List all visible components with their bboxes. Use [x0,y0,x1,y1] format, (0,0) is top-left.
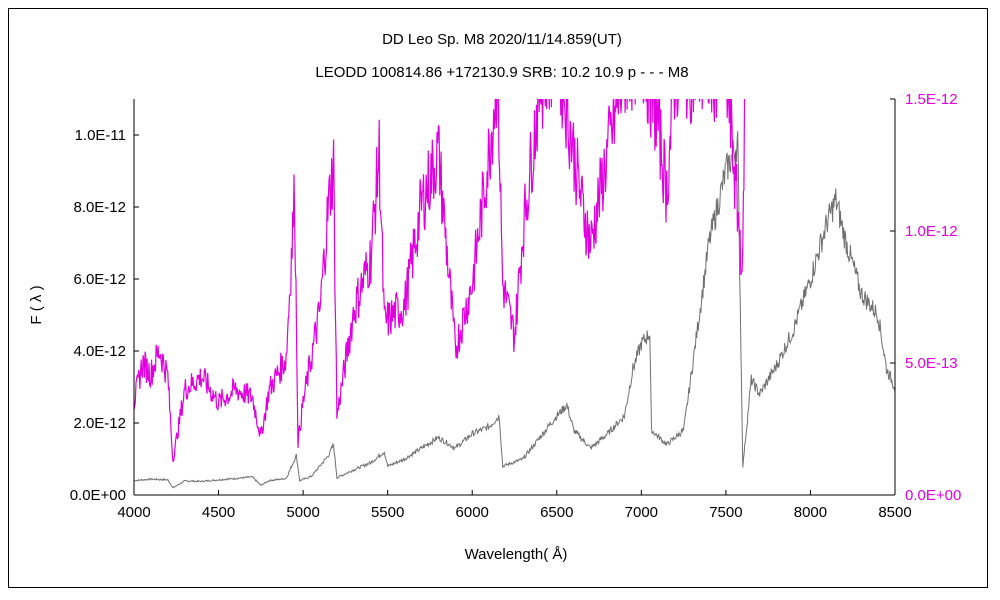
x-tick-label: 7000 [625,504,658,521]
x-tick-label: 6000 [456,504,489,521]
plot-area: 4000 4500 5000 5500 6000 6500 7000 7500 8000 8500… [70,91,962,521]
y-tick-label-right: 5.0E-13 [905,355,958,372]
chart-title: DD Leo Sp. M8 2020/11/14.859(UT) [382,31,622,48]
x-tick-label: 4500 [202,504,235,521]
x-tick-label: 7500 [709,504,742,521]
y-axis-label: F ( λ ) [28,285,45,324]
y-tick-label-left: 2.0E-12 [73,415,126,432]
y-tick-label-left: 4.0E-12 [73,343,126,360]
y-tick-label-right: 0.0E+00 [905,487,961,504]
y-tick-label-right: 1.5E-12 [905,91,958,108]
x-tick-label: 6500 [540,504,573,521]
y-tick-label-left: 8.0E-12 [73,199,126,216]
y-tick-label-left: 0.0E+00 [70,487,126,504]
chart-subtitle: LEODD 100814.86 +172130.9 SRB: 10.2 10.9… [315,64,688,81]
y-tick-label-left: 1.0E-11 [75,127,126,144]
x-tick-label: 8000 [794,504,827,521]
chart-frame: DD Leo Sp. M8 2020/11/14.859(UT) LEODD 1… [8,8,988,588]
x-tick-label: 5500 [371,504,404,521]
y-tick-label-left: 6.0E-12 [73,271,126,288]
series-line-2 [134,99,746,462]
x-tick-label: 8500 [878,504,911,521]
y-tick-label-right: 1.0E-12 [905,223,958,240]
x-tick-label: 4000 [117,504,150,521]
x-axis-label: Wavelength( Å) [465,546,568,563]
spectrum-chart: DD Leo Sp. M8 2020/11/14.859(UT) LEODD 1… [28,31,962,563]
x-tick-label: 5000 [286,504,319,521]
series-line-1 [134,131,895,489]
